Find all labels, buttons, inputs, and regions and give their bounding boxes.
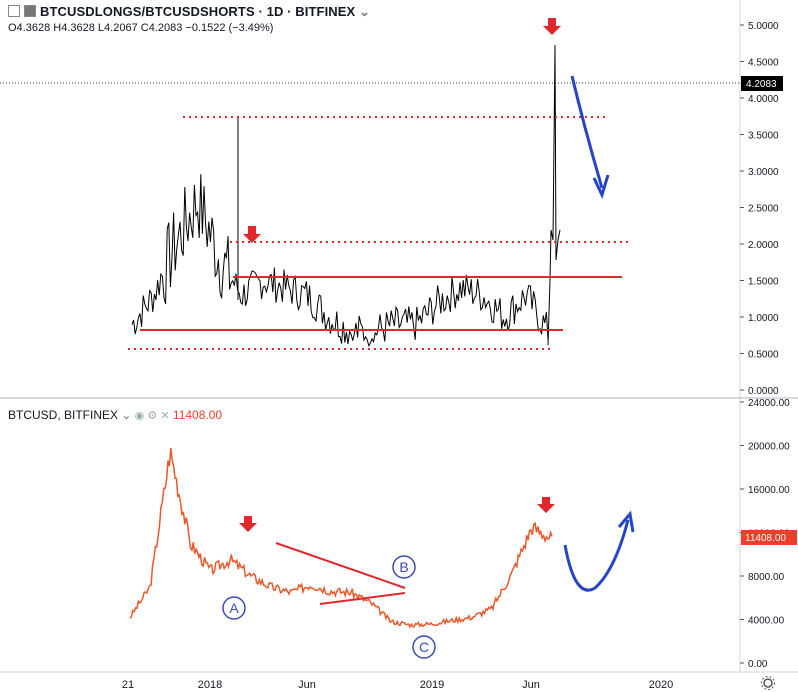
top-tick-label: 3.5000 xyxy=(748,131,779,142)
top-tick-label: 5.0000 xyxy=(748,21,779,32)
color-square-icon xyxy=(24,5,36,17)
top-tick-label: 2.0000 xyxy=(748,240,779,251)
bottom-tick-label: 20000.00 xyxy=(748,442,790,453)
high-value: H4.3628 xyxy=(53,22,95,34)
x-tick-label: Jun xyxy=(522,679,540,691)
bottom-chart-title: BTCUSD, BITFINEX ⌄ ◉ ⚙ ✕ 11408.00 xyxy=(8,408,222,422)
top-tick-label: 3.0000 xyxy=(748,167,779,178)
top-tick-label: 2.5000 xyxy=(748,204,779,215)
red-down-arrow-icon xyxy=(243,226,261,243)
top-chart-title: BTCUSDLONGS/BTCUSDSHORTS · 1D · BITFINEX… xyxy=(8,4,370,20)
top-price-axis[interactable]: 5.0000 4.5000 4.0000 3.5000 3.0000 2.5000 2.00… xyxy=(740,21,779,397)
bottom-last-price-label: 11408.00 xyxy=(745,533,786,544)
wave-b-circle xyxy=(392,555,416,579)
top-last-price-tag xyxy=(741,76,783,91)
x-tick-label: 2020 xyxy=(649,679,673,691)
red-down-arrow-icon xyxy=(239,516,257,532)
blue-up-arrow-icon xyxy=(563,519,630,592)
settings-icons[interactable]: ◉ ⚙ ✕ xyxy=(134,410,170,422)
collapse-icon[interactable] xyxy=(8,5,20,17)
wave-a-label: A xyxy=(229,600,239,616)
bottom-tick-label: 4000.00 xyxy=(748,616,785,627)
bottom-tick-label: 8000.00 xyxy=(748,572,785,583)
wave-c-circle xyxy=(412,635,436,659)
time-axis[interactable]: 21 2018 Jun 2019 Jun 2020 xyxy=(122,679,673,691)
x-tick-label: 21 xyxy=(122,679,134,691)
bottom-tick-label: 16000.00 xyxy=(748,485,790,496)
close-value: C4.2083 xyxy=(140,22,183,34)
x-tick-label: Jun xyxy=(298,679,316,691)
blue-arrow-head-icon xyxy=(592,174,610,200)
red-down-arrow-icon xyxy=(537,497,555,513)
bottom-tick-label: 24000.00 xyxy=(748,398,790,409)
triangle-lower-line xyxy=(319,592,406,605)
chevron-down-icon[interactable]: ⌄ xyxy=(121,408,132,422)
ohlc-readout: O4.3628 H4.3628 L4.2067 C4.2083 −0.1522 … xyxy=(8,22,273,34)
exchange: BITFINEX xyxy=(295,4,356,19)
btc-last-value: 11408.00 xyxy=(172,408,223,422)
x-tick-label: 2018 xyxy=(198,679,222,691)
top-tick-label: 4.5000 xyxy=(748,58,779,69)
blue-down-arrow-icon xyxy=(570,75,604,189)
top-tick-label: 4.0000 xyxy=(748,94,779,105)
low-value: L4.2067 xyxy=(97,22,138,34)
ratio-series-line xyxy=(131,44,561,347)
bottom-last-price-tag xyxy=(741,530,797,545)
triangle-upper-line xyxy=(275,542,406,589)
wave-a-circle xyxy=(222,596,246,620)
red-down-arrow-icon xyxy=(543,18,561,35)
x-tick-label: 2019 xyxy=(420,679,444,691)
top-tick-label: 0.5000 xyxy=(748,350,779,361)
top-tick-label: 1.5000 xyxy=(748,277,779,288)
top-tick-label: 1.0000 xyxy=(748,313,779,324)
bottom-tick-label: 0.00 xyxy=(748,659,768,670)
gear-icon[interactable] xyxy=(761,676,775,690)
wave-b-label: B xyxy=(399,559,408,575)
interval[interactable]: 1D xyxy=(266,4,284,19)
btc-price-line xyxy=(129,447,553,629)
open-value: O4.3628 xyxy=(8,22,51,34)
btc-symbol[interactable]: BTCUSD, BITFINEX xyxy=(8,408,119,422)
wave-c-label: C xyxy=(419,639,429,655)
ratio-symbol[interactable]: BTCUSDLONGS/BTCUSDSHORTS xyxy=(40,4,255,19)
top-last-price-label: 4.2083 xyxy=(746,79,777,90)
change-value: −0.1522 (−3.49%) xyxy=(185,22,274,34)
chevron-down-icon[interactable]: ⌄ xyxy=(359,4,371,19)
top-tick-label: 0.0000 xyxy=(748,386,779,397)
blue-arrow-head-icon xyxy=(617,510,635,533)
